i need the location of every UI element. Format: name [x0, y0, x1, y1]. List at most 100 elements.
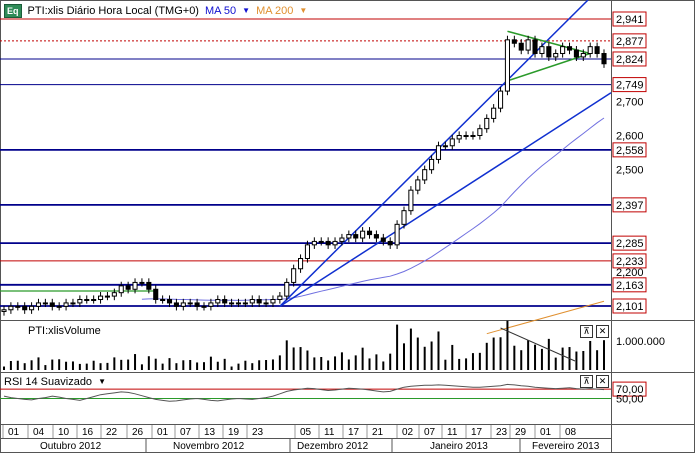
chevron-down-icon[interactable]: ▼ [299, 6, 308, 15]
volume-trend-line [500, 327, 576, 362]
x-tick-label: 17 [471, 427, 483, 438]
candle-down [194, 302, 200, 307]
price-tag-box [612, 298, 647, 314]
price-tag-label: 2,285 [616, 238, 644, 250]
ma50-line [141, 117, 605, 301]
candle-up [304, 244, 310, 260]
candle-down [546, 46, 552, 58]
candle-up [263, 302, 269, 305]
candle-up [408, 189, 414, 212]
candle-up [270, 299, 276, 304]
candle-down [601, 53, 607, 65]
chevron-down-icon[interactable]: ▼ [98, 377, 106, 386]
price-tag-label: 2,941 [616, 14, 644, 26]
candle-down [373, 234, 379, 239]
x-tick-label: 23 [496, 427, 508, 438]
candle-up [360, 230, 366, 239]
candle-up [484, 117, 490, 130]
rsi-label[interactable]: RSI 14 Suavizado [4, 375, 93, 388]
price-tag-box [612, 33, 647, 49]
rsi-tag-label: 50,00 [616, 394, 644, 406]
minimize-pane-icon[interactable]: ⊼ [580, 375, 593, 388]
month-label: Dezembro 2012 [297, 441, 369, 452]
candle-up [8, 305, 14, 311]
rsi-tag-box [612, 381, 647, 397]
main-legend: Eq PTI:xlis Diário Hora Local (TMG+0) MA… [4, 3, 307, 18]
candle-up [415, 179, 421, 191]
candle-up [539, 46, 545, 55]
candle-down [380, 237, 386, 242]
candle-up [187, 302, 193, 305]
candle-up [160, 299, 166, 302]
candle-up [456, 135, 462, 140]
candle-down [22, 305, 28, 311]
price-tag-label: 2,500 [616, 165, 644, 177]
price-tag-label: 2,233 [616, 256, 644, 268]
candle-up [442, 145, 448, 148]
candle-up [118, 285, 124, 294]
candle-down [511, 39, 517, 44]
candle-up [504, 39, 510, 92]
candle-up [63, 302, 69, 307]
candle-up [553, 53, 559, 58]
equity-badge[interactable]: Eq [4, 3, 22, 18]
chevron-down-icon[interactable]: ▼ [242, 6, 251, 15]
price-tag-box [612, 51, 647, 67]
candle-up [180, 302, 186, 307]
candle-up [29, 305, 35, 311]
x-tick-label: 13 [204, 427, 216, 438]
candle-up [1, 309, 7, 312]
candle-down [125, 285, 131, 290]
price-tag-label: 2,824 [616, 54, 644, 66]
candle-up [229, 302, 235, 305]
candle-up [215, 299, 221, 304]
ma200-line [486, 300, 605, 335]
close-pane-icon[interactable]: ✕ [596, 325, 609, 338]
candle-up [525, 39, 531, 51]
x-tick-label: 01 [8, 427, 20, 438]
x-tick-label: 07 [424, 427, 436, 438]
candle-up [463, 135, 469, 138]
volume-legend: PTI:xlisVolume [28, 323, 101, 338]
candle-up [339, 237, 345, 242]
x-tick-label: 21 [372, 427, 384, 438]
candle-up [291, 268, 297, 283]
candle-up [491, 107, 497, 119]
month-label: Novembro 2012 [173, 441, 245, 452]
candle-up [98, 295, 104, 301]
candle-up [111, 292, 117, 297]
x-tick-label: 05 [300, 427, 312, 438]
candle-up [201, 305, 207, 308]
minimize-pane-icon[interactable]: ⊼ [580, 325, 593, 338]
price-tag-label: 2,163 [616, 280, 644, 292]
month-label: Outubro 2012 [40, 441, 102, 452]
price-tag-label: 2,877 [616, 36, 644, 48]
candle-up [242, 302, 248, 305]
volume-label[interactable]: PTI:xlisVolume [28, 324, 101, 337]
close-pane-icon[interactable]: ✕ [596, 375, 609, 388]
candle-down [166, 299, 173, 304]
candle-down [256, 299, 262, 304]
candle-down [325, 240, 331, 246]
price-tag-label: 2,600 [616, 131, 644, 143]
trend-line-shallow [279, 92, 612, 307]
candle-up [35, 302, 42, 307]
candle-down [222, 299, 228, 304]
ma200-label[interactable]: MA 200 [256, 4, 294, 17]
candle-up [580, 53, 586, 58]
volume-tag-label: 1.000.000 [616, 336, 665, 348]
price-tag-box [612, 277, 647, 293]
candle-up [429, 158, 435, 171]
month-label: Janeiro 2013 [430, 441, 488, 452]
candle-down [353, 234, 359, 239]
candle-down [532, 39, 538, 55]
x-tick-label: 16 [82, 427, 94, 438]
candle-up [498, 90, 504, 109]
ma50-label[interactable]: MA 50 [204, 4, 237, 17]
symbol-label[interactable]: PTI:xlis Diário Hora Local (TMG+0) [27, 4, 199, 17]
candle-up [435, 145, 442, 160]
x-tick-label: 08 [565, 427, 577, 438]
candle-up [284, 281, 290, 297]
candle-up [346, 234, 352, 239]
